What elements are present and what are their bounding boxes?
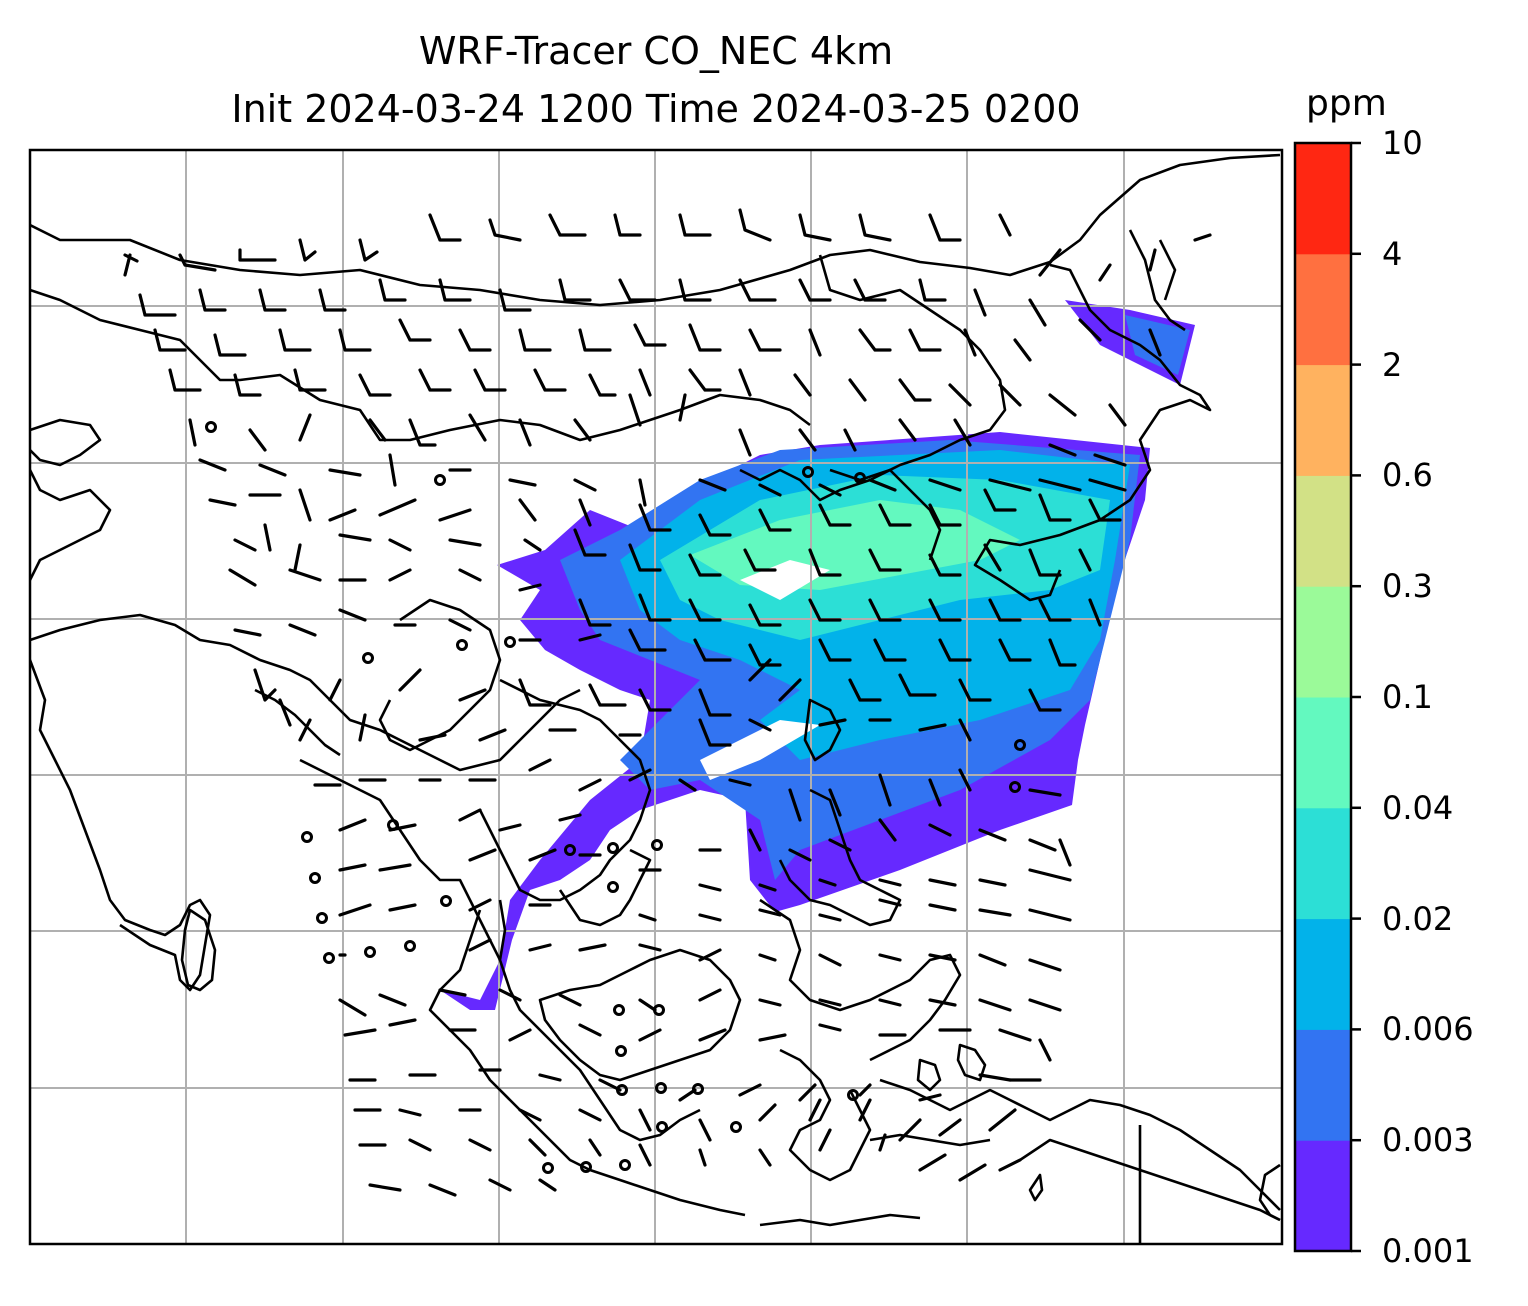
colorbar-band [1295, 364, 1351, 476]
colorbar-tick-label: 0.003 [1382, 1121, 1474, 1160]
colorbar-band [1295, 253, 1351, 366]
colorbar-tick-label: 0.1 [1382, 678, 1433, 716]
chart-subtitle: Init 2024-03-24 1200 Time 2024-03-25 020… [231, 87, 1081, 131]
plume-gap-1 [740, 560, 830, 600]
map-frame [28, 148, 1284, 1246]
colorbar-band [1295, 1029, 1351, 1141]
wind-barbs [123, 208, 1212, 1197]
colorbar-tick-label: 0.006 [1382, 1010, 1474, 1049]
colorbar-band [1295, 475, 1351, 587]
colorbar-tick-label: 0.04 [1382, 788, 1454, 827]
colorbar-ticks [1351, 141, 1361, 1253]
plume-gap-2 [700, 720, 820, 780]
colorbar-tick-label: 0.02 [1382, 899, 1454, 938]
colorbar-band [1295, 586, 1351, 698]
colorbar-tick-label: 4 [1382, 234, 1403, 273]
colorbar-tick-label: 0.3 [1382, 567, 1433, 606]
colorbar-tick-label: 10 [1382, 124, 1423, 162]
colorbar-band [1295, 1140, 1351, 1252]
calm-wind-markers [205, 421, 1026, 1174]
colorbar-unit-label: ppm [1306, 83, 1387, 124]
colorbar-tick-label: 2 [1382, 345, 1403, 384]
colorbar-tick-label: 0.001 [1382, 1232, 1474, 1270]
coastlines [30, 153, 1281, 1244]
colorbar-band [1295, 807, 1351, 920]
tracer-plume [440, 300, 1195, 1010]
colorbar-band [1295, 918, 1351, 1030]
colorbar-tick-label: 0.6 [1382, 456, 1433, 495]
colorbar-band [1295, 143, 1351, 255]
colorbar-band [1295, 697, 1351, 809]
colorbar [1295, 143, 1351, 1252]
chart-title: WRF-Tracer CO_NEC 4km [418, 29, 894, 73]
